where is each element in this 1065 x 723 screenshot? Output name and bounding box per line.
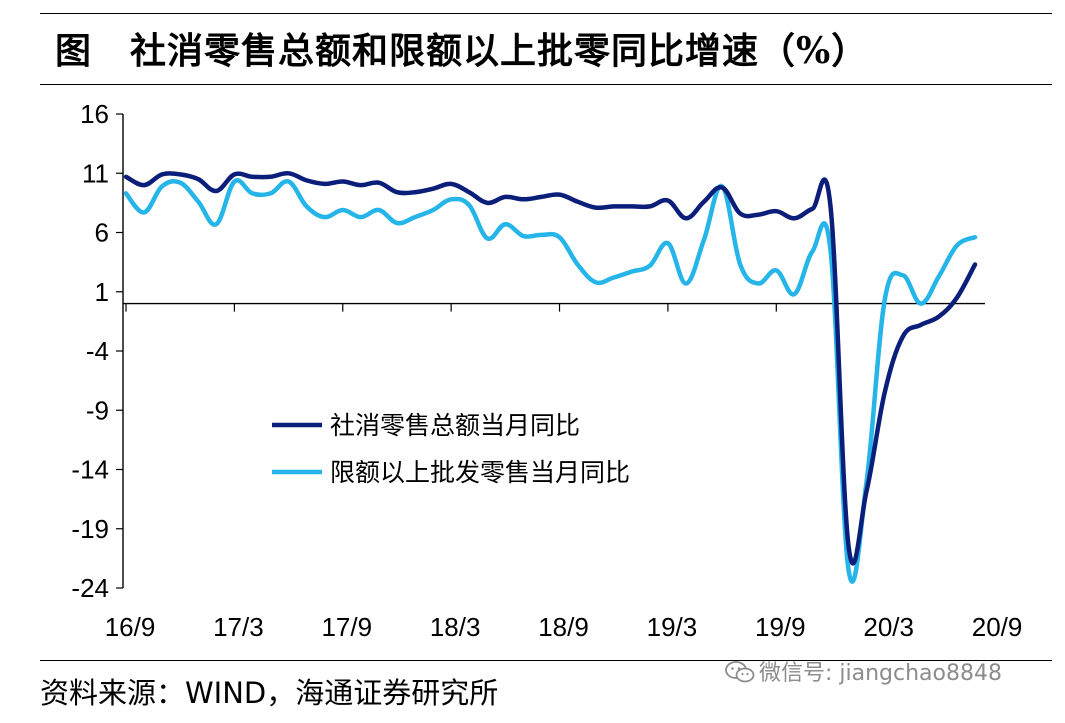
legend-label: 社消零售总额当月同比 <box>330 412 580 440</box>
chart-title: 图社消零售总额和限额以上批零同比增速（%） <box>55 22 868 74</box>
source-note: 资料来源：WIND，海通证券研究所 <box>40 676 499 710</box>
wechat-icon <box>725 661 755 683</box>
x-tick-label: 18/3 <box>430 612 481 642</box>
series-line <box>123 178 978 584</box>
x-tick-label: 18/9 <box>538 612 589 642</box>
y-tick-label: -19 <box>71 514 109 544</box>
y-tick-label: 6 <box>95 218 109 248</box>
x-axis: 16/9 17/3 17/9 18/3 18/9 19/3 19/9 20/3 20/9 <box>105 302 1023 642</box>
x-tick-label: 19/9 <box>755 612 806 642</box>
y-tick-label: -24 <box>71 573 109 603</box>
y-tick-label: 11 <box>82 158 109 188</box>
y-tick-label: 1 <box>95 277 109 307</box>
series-layer <box>123 170 978 584</box>
legend-label: 限额以上批发零售当月同比 <box>330 459 630 487</box>
y-tick-label: -14 <box>71 455 109 485</box>
top-rule <box>40 13 1052 14</box>
y-tick-label: 16 <box>80 99 109 129</box>
figure-label: 图 <box>55 30 93 72</box>
x-tick-label: 20/3 <box>863 612 914 642</box>
line-chart: 16 11 6 1 -4 -9 -14 -19 -24 16/9 17/3 17/9 18/3 18/9… <box>71 99 1023 642</box>
x-tick-label: 17/3 <box>213 612 264 642</box>
x-tick-label: 16/9 <box>105 612 156 642</box>
watermark: 微信号: jiangchao8848 <box>725 655 1002 687</box>
y-axis: 16 11 6 1 -4 -9 -14 -19 -24 <box>71 99 124 603</box>
title-text: 社消零售总额和限额以上批零同比增速（%） <box>130 30 869 72</box>
x-tick-label: 17/9 <box>321 612 372 642</box>
y-tick-label: -9 <box>86 395 109 425</box>
bottom-rule <box>40 660 1052 661</box>
x-tick-label: 19/3 <box>647 612 698 642</box>
x-tick-label: 20/9 <box>972 612 1023 642</box>
y-tick-label: -4 <box>86 336 109 366</box>
title-rule <box>40 84 1052 85</box>
watermark-text: 微信号: jiangchao8848 <box>759 661 1002 686</box>
series-line <box>123 170 978 566</box>
